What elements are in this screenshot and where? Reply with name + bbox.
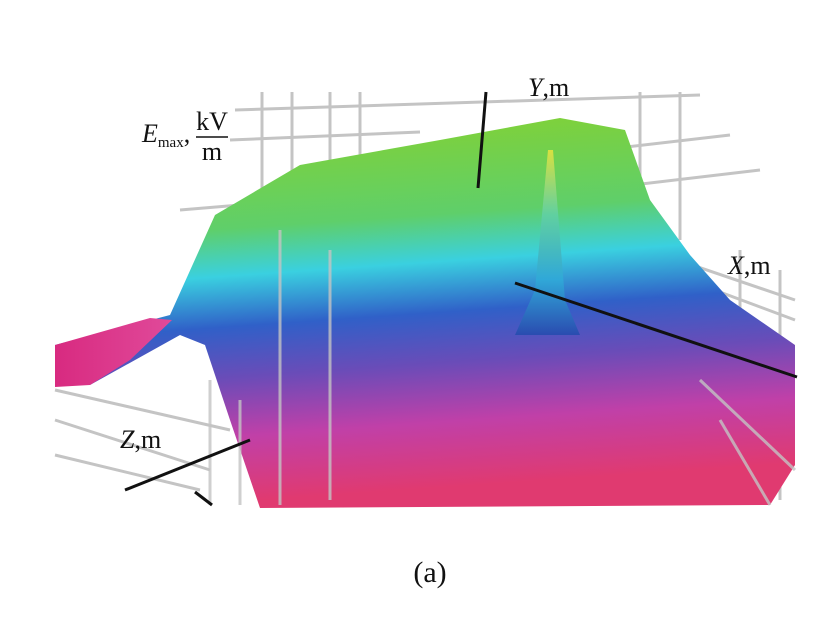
y-label: Y,m bbox=[528, 73, 569, 102]
z-label: Z,m bbox=[120, 425, 161, 454]
e-label: Emax, bbox=[141, 119, 190, 151]
x-symbol: X bbox=[727, 251, 745, 280]
surface-left bbox=[55, 318, 172, 387]
x-unit: ,m bbox=[744, 251, 771, 280]
e-symbol: E bbox=[141, 119, 158, 148]
y-symbol: Y bbox=[528, 73, 545, 102]
grid-front bbox=[208, 230, 797, 506]
surface bbox=[55, 118, 795, 508]
e-unit-denominator: m bbox=[202, 137, 222, 166]
y-unit: ,m bbox=[542, 73, 569, 102]
x-axis-line bbox=[514, 281, 798, 379]
z-axis-tick bbox=[194, 490, 213, 507]
z-axis-line bbox=[124, 438, 251, 492]
e-separator: , bbox=[184, 119, 191, 148]
e-unit-numerator: kV bbox=[196, 107, 228, 136]
spike bbox=[515, 150, 580, 335]
x-label: X,m bbox=[727, 251, 771, 280]
e-subscript: max bbox=[158, 135, 184, 151]
caption: (a) bbox=[413, 556, 446, 589]
z-unit: ,m bbox=[134, 425, 161, 454]
y-axis-line bbox=[476, 91, 488, 189]
z-symbol: Z bbox=[120, 425, 135, 454]
